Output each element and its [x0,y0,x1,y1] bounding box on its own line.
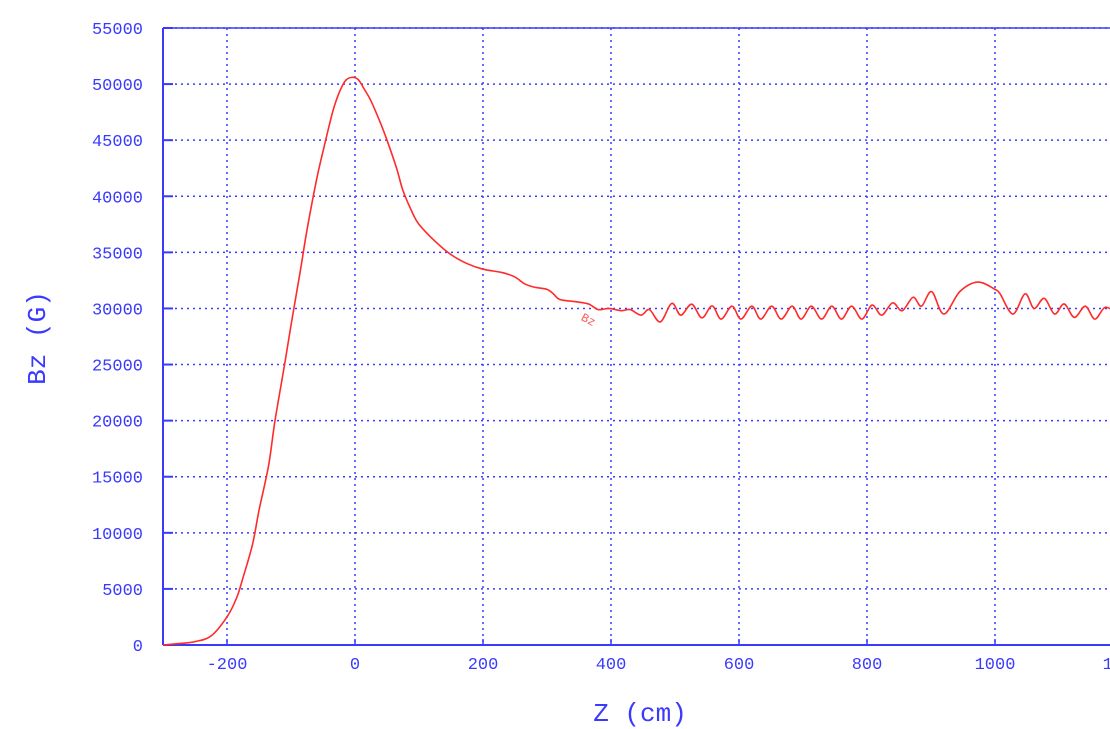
series-label-bz: Bz [578,311,597,330]
y-tick-label: 30000 [92,301,143,320]
y-tick-label: 55000 [92,21,143,40]
x-tick-label: -200 [207,656,248,675]
x-tick-label: 600 [724,656,755,675]
x-tick-label: 1000 [975,656,1016,675]
y-tick-label: 50000 [92,77,143,96]
series-line-bz [162,76,1110,646]
x-tick-label: 0 [350,656,360,675]
axes [162,27,1110,646]
tick-labels: -200 0 200 400 600 800 1000 1200 0 5000 10000 15000… [92,21,1110,675]
series-layer: Bz [162,76,1110,646]
x-axis-label: Z (cm) [593,699,687,729]
x-tick-label: 1200 [1103,656,1110,675]
y-tick-label: 45000 [92,133,143,152]
y-tick-label: 40000 [92,189,143,208]
x-tick-label: 800 [852,656,883,675]
y-tick-label: 10000 [92,526,143,545]
y-tick-label: 25000 [92,358,143,377]
y-tick-label: 5000 [102,582,143,601]
x-tick-label: 400 [596,656,627,675]
x-tick-label: 200 [468,656,499,675]
grid [163,27,1110,646]
y-tick-label: 20000 [92,414,143,433]
y-axis-label: Bz (G) [23,291,53,385]
y-tick-label: 0 [133,638,143,657]
y-tick-label: 15000 [92,470,143,489]
y-tick-label: 35000 [92,245,143,264]
